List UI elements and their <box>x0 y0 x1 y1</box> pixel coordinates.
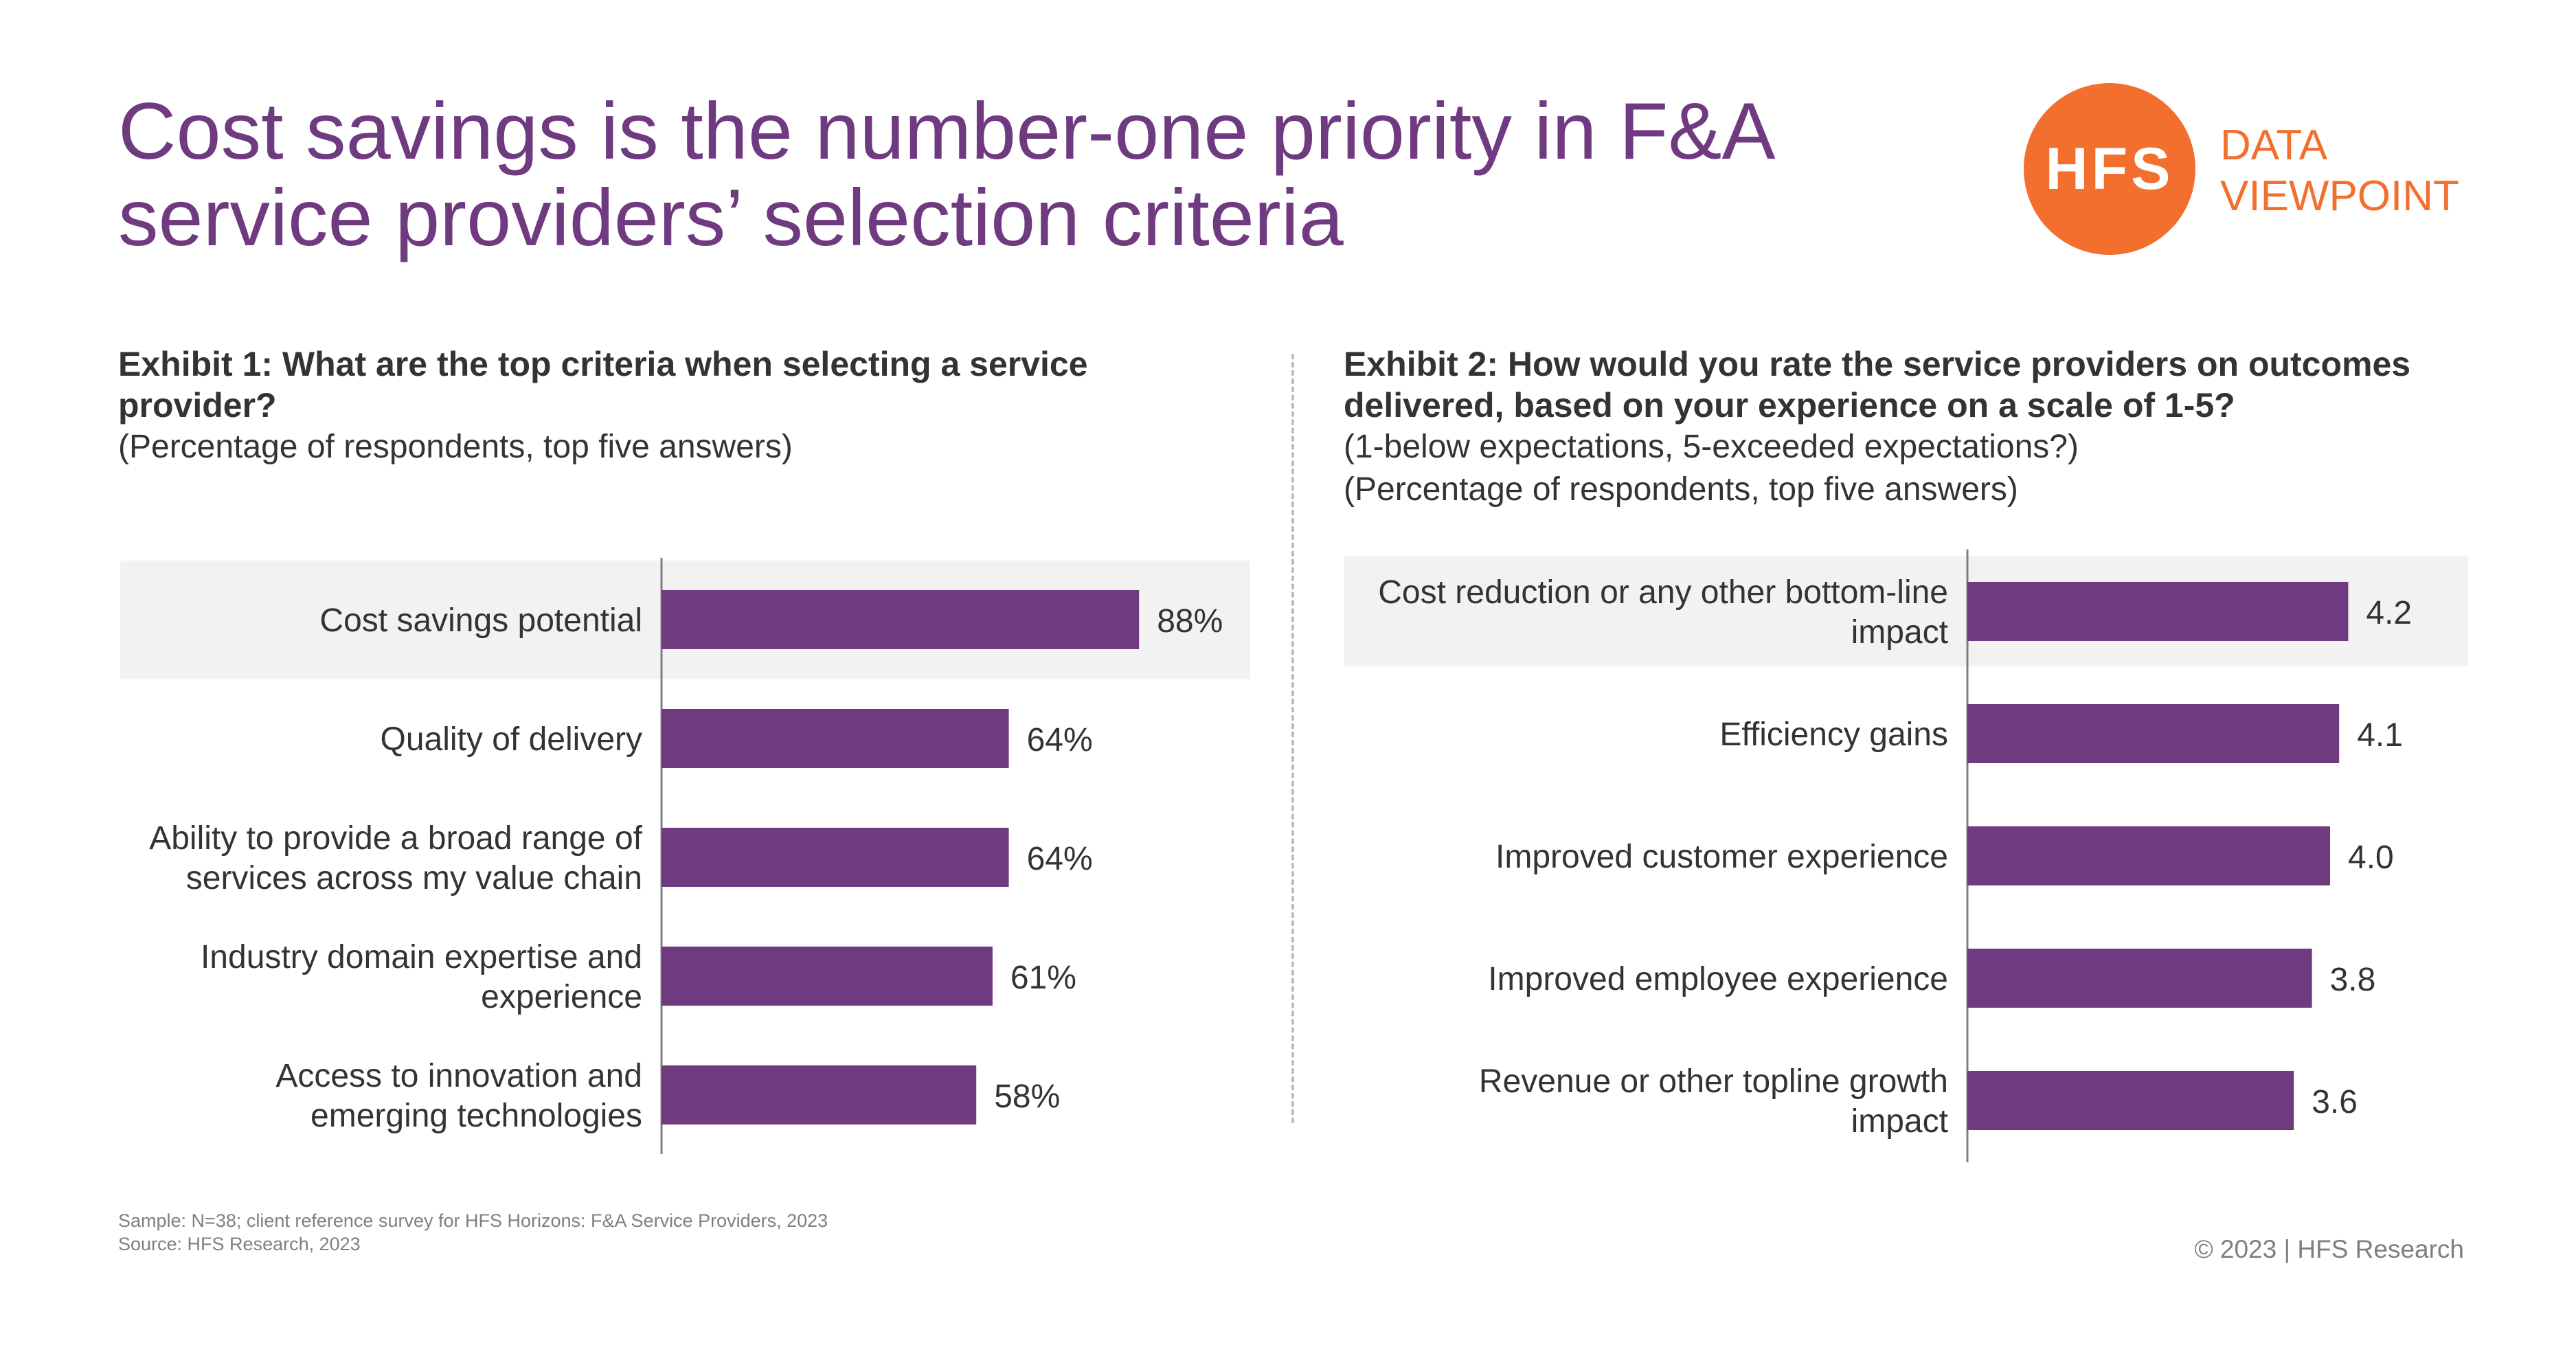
bar-value-label: 4.0 <box>2348 839 2394 876</box>
bar-value-label: 64% <box>1027 841 1093 877</box>
category-label: emerging technologies <box>310 1098 642 1134</box>
logo-tagline: DATA VIEWPOINT <box>2220 120 2459 222</box>
category-label: Revenue or other topline growth <box>1479 1063 1948 1100</box>
bar <box>1967 582 2349 641</box>
logo-tagline-line2: VIEWPOINT <box>2220 172 2459 220</box>
exhibit2-subtitle-2: (Percentage of respondents, top five ans… <box>1344 471 2018 508</box>
category-label: Improved employee experience <box>1488 961 1948 997</box>
bar-value-label: 4.1 <box>2357 717 2403 754</box>
footnote-sample: Sample: N=38; client reference survey fo… <box>118 1210 828 1231</box>
category-label: Cost reduction or any other bottom-line <box>1378 574 1948 611</box>
exhibit1-chart: 88% Cost savings potential 64% Quality of d… <box>120 558 1250 1154</box>
bar-value-label: 4.2 <box>2366 595 2412 631</box>
category-label: Improved customer experience <box>1495 839 1948 875</box>
exhibit2-subtitle-1: (1-below expectations, 5-exceeded expect… <box>1344 429 2079 465</box>
exhibit1-title: Exhibit 1: What are the top criteria whe… <box>118 345 1088 425</box>
bar <box>662 590 1140 649</box>
category-label: impact <box>1851 614 1948 651</box>
bar-value-label: 3.8 <box>2330 962 2376 998</box>
page-title: Cost savings is the number-one priority … <box>118 86 1772 262</box>
bar <box>662 709 1009 768</box>
bar <box>662 947 993 1006</box>
exhibit2-chart: 4.2 Cost reduction or any other bottom-li… <box>1344 550 2468 1162</box>
bar <box>1967 949 2312 1008</box>
category-label: Industry domain expertise and <box>201 939 642 975</box>
category-label: Efficiency gains <box>1719 716 1948 753</box>
logo-tagline-line1: DATA <box>2220 122 2328 169</box>
logo-mark: HFS <box>2045 135 2174 202</box>
category-label: Access to innovation and <box>275 1058 642 1094</box>
bar-value-label: 3.6 <box>2312 1084 2358 1120</box>
bar-value-label: 64% <box>1027 722 1093 758</box>
bar-value-label: 61% <box>1010 960 1076 996</box>
bar <box>1967 826 2330 885</box>
category-label: Quality of delivery <box>381 721 643 758</box>
footnote: Sample: N=38; client reference survey fo… <box>118 1209 828 1256</box>
bar <box>1967 1071 2294 1130</box>
category-label: Cost savings potential <box>319 602 642 639</box>
bar-value-label: 58% <box>994 1078 1060 1115</box>
footnote-source: Source: HFS Research, 2023 <box>118 1234 361 1254</box>
category-label: experience <box>481 979 642 1015</box>
copyright: © 2023 | HFS Research <box>2194 1235 2464 1263</box>
bar-value-label: 88% <box>1157 603 1223 640</box>
exhibit-divider <box>1291 354 1294 1123</box>
exhibit2-title: Exhibit 2: How would you rate the servic… <box>1344 345 2411 425</box>
category-label: Ability to provide a broad range of <box>149 820 642 857</box>
hfs-logo: HFS <box>2024 83 2195 255</box>
bar <box>662 1065 977 1124</box>
category-label: services across my value chain <box>186 860 642 896</box>
bar <box>662 828 1009 887</box>
bar <box>1967 704 2340 763</box>
exhibit1-subtitle: (Percentage of respondents, top five ans… <box>118 429 793 465</box>
category-label: impact <box>1851 1103 1948 1140</box>
